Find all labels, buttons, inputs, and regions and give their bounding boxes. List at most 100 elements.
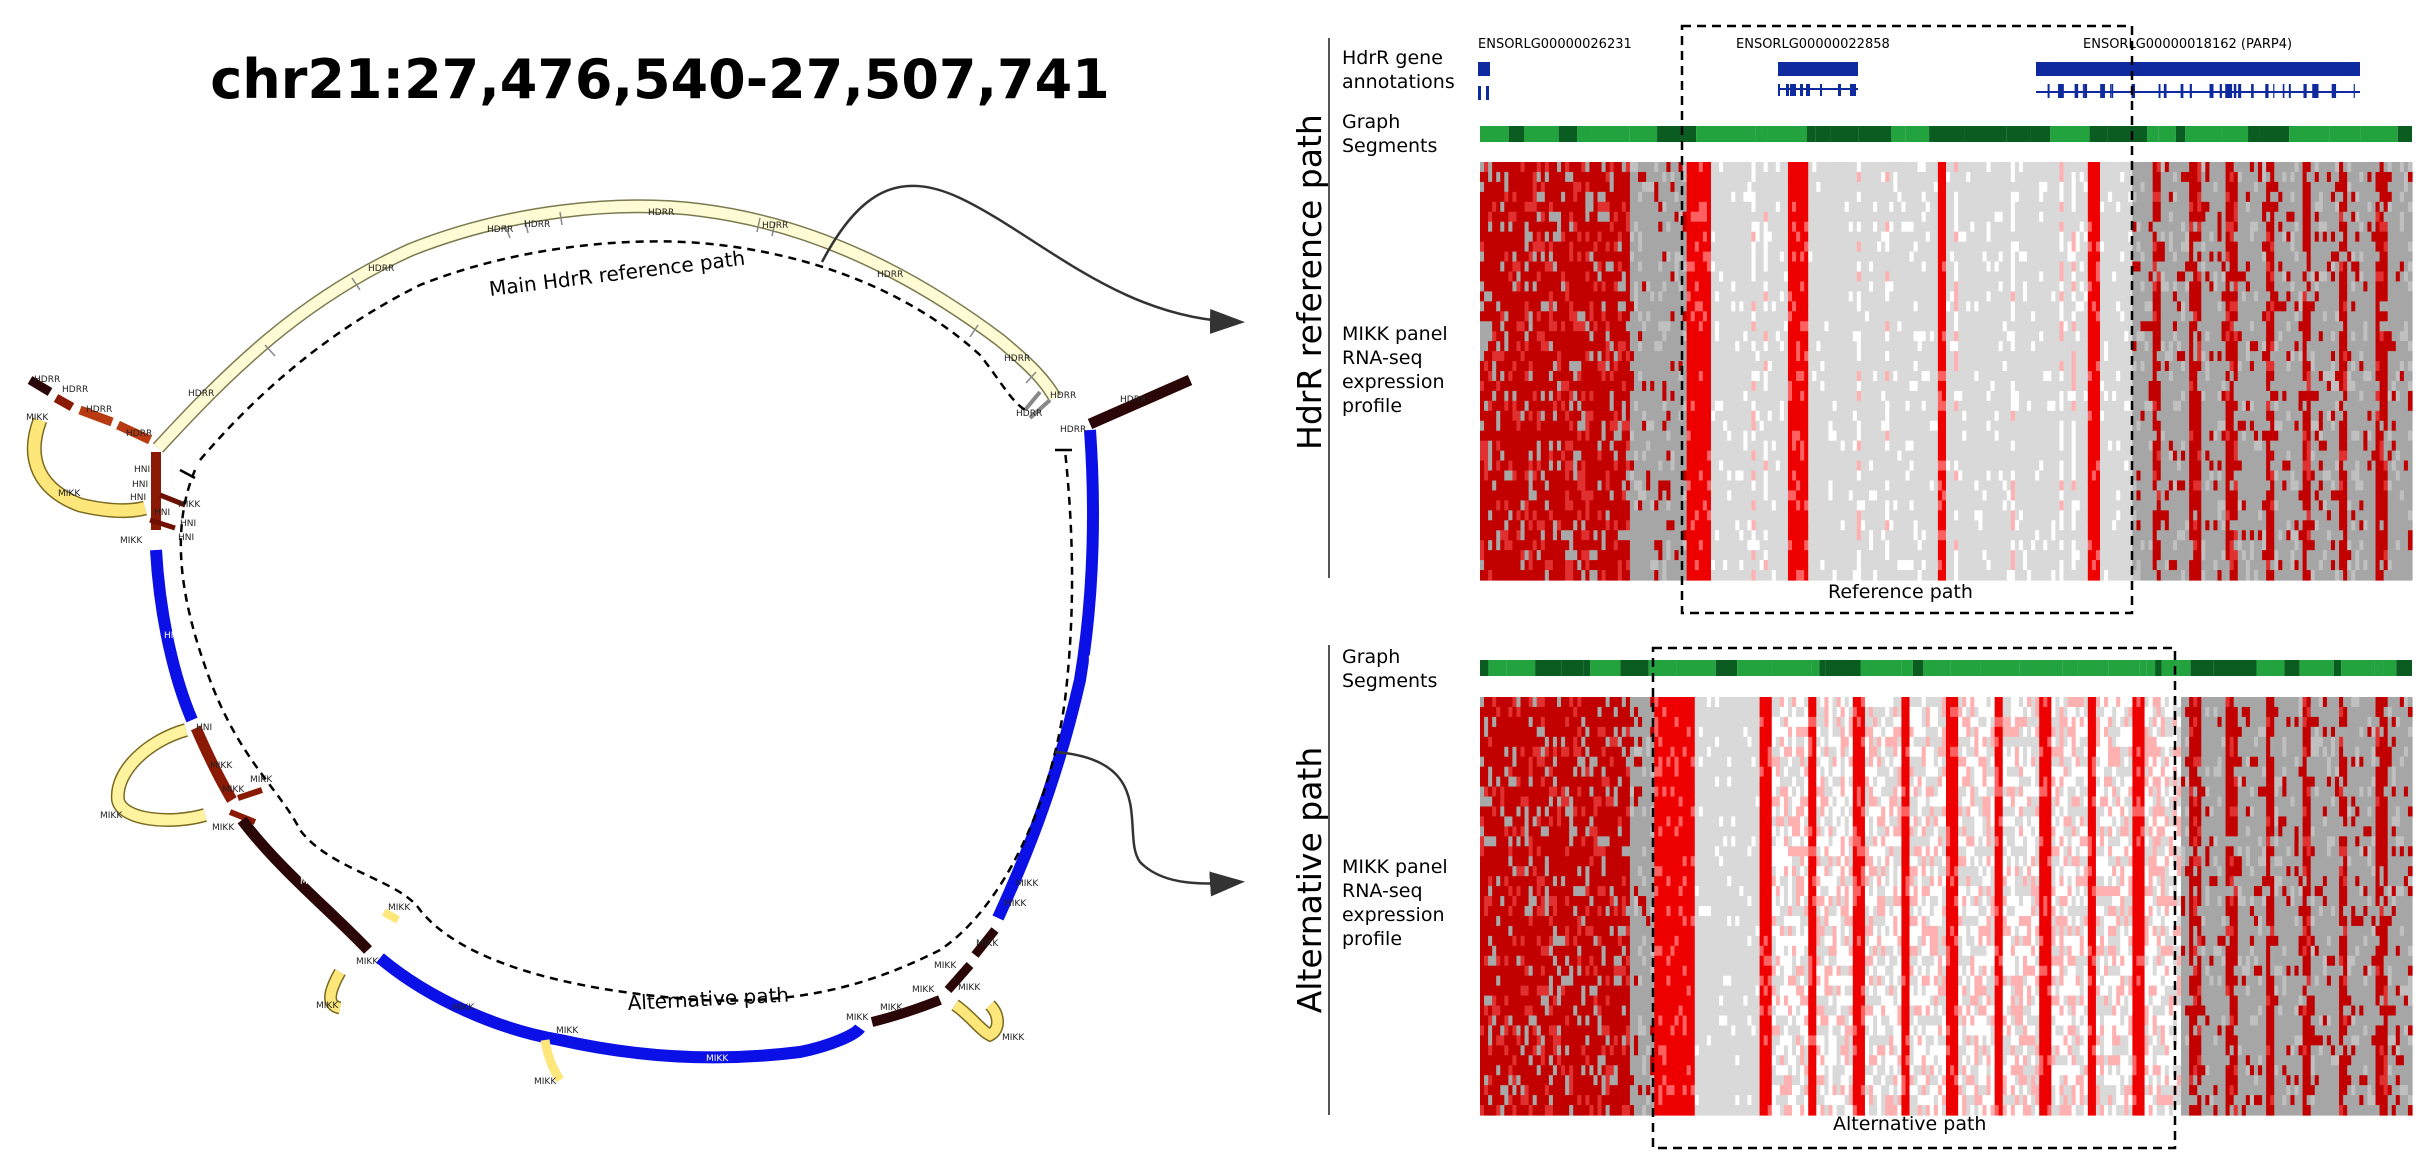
rnaseq-heatmap-ref [1844,201,1850,213]
rnaseq-heatmap-ref [1755,271,1761,283]
rnaseq-heatmap-ref [1654,241,1659,253]
rnaseq-heatmap-ref [1577,570,1582,581]
rnaseq-heatmap-ref [1852,361,1858,372]
rnaseq-heatmap-ref [1629,470,1635,482]
rnaseq-heatmap-ref [1662,331,1667,342]
rnaseq-heatmap-ref [1889,321,1894,332]
rnaseq-heatmap-ref [1658,351,1663,362]
rnaseq-heatmap-ref [1556,331,1562,342]
rnaseq-heatmap-ref [1877,560,1882,571]
rnaseq-heatmap-ref [1629,181,1635,193]
rnaseq-heatmap-ref [1573,440,1578,452]
rnaseq-heatmap-ref [1820,341,1826,352]
rnaseq-heatmap-ref [1787,251,1793,263]
rnaseq-heatmap-ref [1577,560,1582,571]
rnaseq-heatmap-ref [1715,380,1720,392]
rnaseq-heatmap-ref [1860,440,1866,452]
rnaseq-heatmap-ref [1735,191,1740,203]
rnaseq-heatmap-ref [1702,490,1708,501]
rnaseq-heatmap-ref [1601,400,1607,412]
rnaseq-heatmap-ref [1937,500,1943,511]
rnaseq-heatmap-ref [1504,410,1509,422]
rnaseq-heatmap-ref [1933,420,1939,432]
rnaseq-heatmap-ref [1824,570,1830,581]
red-segment-topleft-3 [116,420,152,445]
rnaseq-heatmap-ref [1552,301,1558,312]
rnaseq-heatmap-ref [1528,570,1534,581]
rnaseq-heatmap-ref [1783,560,1789,571]
rnaseq-heatmap-ref [1852,251,1858,263]
rnaseq-heatmap-ref [1881,361,1886,372]
rnaseq-heatmap-ref [1763,510,1769,521]
rnaseq-heatmap-ref [1921,241,1927,253]
rnaseq-heatmap-ref [1881,371,1886,382]
rnaseq-heatmap-ref [1540,490,1546,501]
rnaseq-heatmap-ref [1556,341,1562,352]
rnaseq-heatmap-ref [1893,271,1898,283]
rnaseq-heatmap-ref [1775,490,1781,501]
rnaseq-heatmap-ref [1893,410,1898,422]
rnaseq-heatmap-ref [1792,211,1797,223]
rnaseq-heatmap-ref [1654,291,1659,302]
rnaseq-heatmap-ref [1565,231,1570,243]
rnaseq-heatmap-ref [1516,181,1522,193]
rnaseq-heatmap-ref [1492,380,1497,392]
blue-bottom-arc [376,953,865,1064]
rnaseq-heatmap-ref [1755,351,1761,362]
rnaseq-heatmap-ref [1844,570,1850,581]
rnaseq-heatmap-ref [1889,410,1894,422]
rnaseq-heatmap-ref [1901,171,1907,183]
rnaseq-heatmap-ref [1609,480,1615,492]
rnaseq-heatmap-ref [1840,251,1846,263]
rnaseq-heatmap-ref [1800,271,1805,283]
rnaseq-heatmap-ref [1654,162,1659,173]
rnaseq-heatmap-ref [1836,271,1842,283]
rnaseq-heatmap-ref [1864,321,1870,332]
rnaseq-heatmap-ref [1820,420,1826,432]
gene-exon-2 [1806,84,1810,96]
rnaseq-heatmap-ref [1678,510,1684,521]
rnaseq-heatmap-ref [1731,221,1736,233]
rnaseq-heatmap-ref [1613,291,1619,302]
rnaseq-heatmap-ref [1488,261,1493,273]
rnaseq-heatmap-ref [1913,560,1919,571]
rnaseq-heatmap-ref [1690,221,1696,233]
rnaseq-heatmap-ref [1488,341,1493,352]
rnaseq-heatmap-ref [1593,211,1599,223]
rnaseq-heatmap-ref [1800,361,1805,372]
rnaseq-heatmap-ref [1840,400,1846,412]
rnaseq-heatmap-ref [1731,490,1736,501]
rnaseq-heatmap-ref [1597,430,1603,442]
rnaseq-heatmap-ref [1873,261,1878,273]
rnaseq-heatmap-ref [1897,341,1903,352]
rnaseq-heatmap-ref [1860,241,1866,253]
rnaseq-heatmap-ref [1706,241,1712,253]
rnaseq-heatmap-ref [1686,380,1692,392]
rnaseq-heatmap-ref [1723,420,1728,432]
rnaseq-heatmap-ref [1800,351,1805,362]
rnaseq-heatmap-ref [1779,331,1785,342]
rnaseq-heatmap-ref [1816,470,1821,482]
rnaseq-heatmap-ref [1901,321,1907,332]
rnaseq-heatmap-ref [1864,231,1870,243]
rnaseq-heatmap-ref [1921,231,1927,243]
rnaseq-heatmap-ref [1565,251,1570,263]
rnaseq-heatmap-ref [1816,530,1821,541]
rnaseq-heatmap-ref [1808,420,1813,432]
rnaseq-heatmap-ref [1597,371,1603,382]
rnaseq-heatmap-ref [1905,450,1911,462]
rnaseq-heatmap-ref [1540,162,1546,173]
rnaseq-heatmap-ref [1577,390,1582,402]
rnaseq-heatmap-ref [1678,311,1684,322]
rnaseq-heatmap-ref [1702,162,1708,173]
rnaseq-heatmap-ref [1917,291,1923,302]
rnaseq-heatmap-ref [1654,351,1659,362]
rnaseq-heatmap-ref [1917,430,1923,442]
rnaseq-heatmap-ref [1642,380,1647,392]
rnaseq-heatmap-ref [1787,400,1793,412]
rnaseq-heatmap-ref [1492,460,1497,472]
rnaseq-heatmap-ref [1710,221,1716,233]
rnaseq-heatmap-ref [1759,560,1765,571]
rnaseq-heatmap-ref [1508,181,1514,193]
rnaseq-heatmap-ref [1731,400,1736,412]
